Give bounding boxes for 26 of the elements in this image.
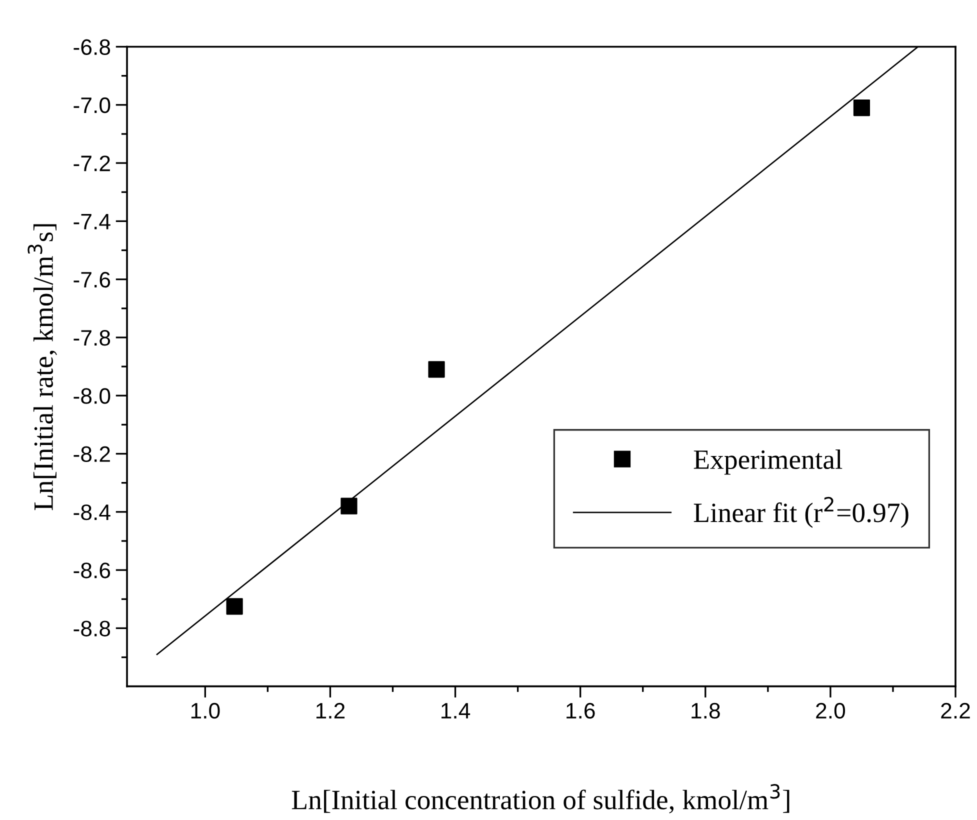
- y-tick-label: -8.6: [74, 562, 110, 578]
- x-tick-label: 1.6: [566, 702, 595, 719]
- legend-label: Experimental: [694, 449, 842, 475]
- y-tick-label: -8.0: [74, 388, 110, 404]
- x-tick-label: 2.0: [816, 702, 846, 719]
- y-tick-label: -8.4: [74, 504, 110, 520]
- x-tick-label: 1.8: [692, 702, 720, 719]
- y-tick-label: -7.8: [74, 330, 110, 346]
- x-tick-label: 1.2: [316, 702, 345, 718]
- y-axis-title: Ln[Initial rate, kmol/m$^{3}$s]: [28, 224, 58, 510]
- x-tick-label: 2.2: [941, 702, 970, 718]
- legend-label: Linear fit (r$^{2}$=0.97): [694, 496, 908, 528]
- point: [853, 99, 870, 116]
- y-tick-label: -7.2: [74, 156, 110, 172]
- point: [226, 598, 243, 615]
- y-tick-label: -8.8: [74, 620, 110, 636]
- x-axis-title: Ln[Initial concentration of sulfide, kmol/m$^{3}$]: [292, 784, 790, 814]
- y-tick-label: -7.6: [74, 272, 110, 288]
- y-tick-label: -6.8: [74, 39, 110, 56]
- x-tick-label: 1.0: [191, 702, 220, 719]
- point: [340, 498, 358, 514]
- y-tick-label: -7.0: [74, 97, 110, 114]
- point: [428, 361, 445, 378]
- y-tick-label: -8.2: [74, 446, 110, 462]
- x-tick-label: 1.4: [442, 703, 470, 718]
- y-tick-label: -7.4: [74, 214, 110, 230]
